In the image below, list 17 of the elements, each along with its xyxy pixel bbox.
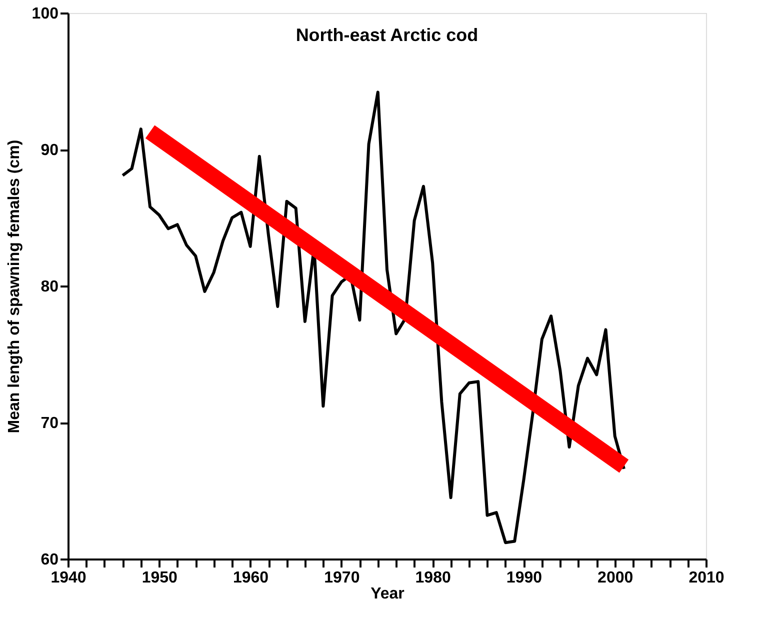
y-tick-label: 70 xyxy=(40,415,59,432)
y-tick-label: 80 xyxy=(40,278,59,296)
x-tick-label: 2010 xyxy=(688,570,724,586)
x-tick-label: 1950 xyxy=(142,570,178,586)
y-tick-label: 100 xyxy=(32,6,59,22)
x-tick-label: 1960 xyxy=(232,570,269,586)
text: North-east Arctic cod xyxy=(296,25,478,45)
x-tick-label: 1980 xyxy=(415,570,451,586)
x-tick-label: 2000 xyxy=(598,570,634,586)
x-axis-title: Year xyxy=(370,586,404,602)
line-series xyxy=(121,90,626,544)
y-tick-label: 90 xyxy=(40,142,59,159)
y-tick-label: 60 xyxy=(40,552,59,568)
x-tick-label: 1940 xyxy=(50,570,86,586)
y-axis-title: Mean length of spawning females (cm) xyxy=(6,140,23,434)
x-tick-label: 1970 xyxy=(324,570,360,586)
x-tick-label: 1990 xyxy=(506,570,542,586)
